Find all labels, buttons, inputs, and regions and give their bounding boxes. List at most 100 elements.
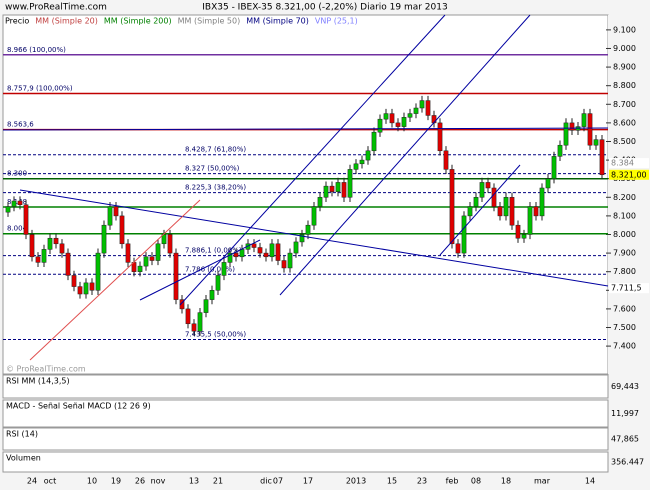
candle-body <box>125 243 131 263</box>
candle-body <box>263 252 269 258</box>
x-tick-label: nov <box>151 477 166 486</box>
indicator-panel <box>2 399 609 428</box>
y-tick-label: 9.000 <box>613 44 636 53</box>
level-label: 8.225,3 (38,20%) <box>185 184 246 192</box>
candle-body <box>335 182 341 192</box>
candle-body <box>257 247 263 254</box>
candle-body <box>527 206 533 235</box>
y-tick-label: 7.600 <box>613 304 636 313</box>
y-tick-label: 8.700 <box>613 100 636 109</box>
candle-body <box>347 169 353 198</box>
candle-body <box>425 100 431 116</box>
candle-body <box>443 150 449 170</box>
legend-entry: MM (Simple 20) <box>35 17 98 26</box>
candle-body <box>341 182 347 198</box>
indicator-panel <box>2 427 609 451</box>
candle-body <box>53 237 59 245</box>
y-tick-label: 8.600 <box>613 118 636 127</box>
price-tag: 8.384 <box>611 159 634 168</box>
candle-body <box>563 122 569 146</box>
candle-body <box>299 234 305 243</box>
candle-body <box>119 215 125 245</box>
candle-body <box>359 159 365 165</box>
candle-body <box>371 131 377 152</box>
candle-body <box>323 185 329 198</box>
price-tag: 8.321,00 <box>611 170 647 179</box>
candle-body <box>179 299 185 310</box>
candle-body <box>521 234 527 239</box>
candle-body <box>269 243 275 258</box>
panel-name: MACD - Señal Señal MACD (12 26 9) <box>6 402 151 411</box>
y-tick-label: 8.200 <box>613 193 636 202</box>
candle-body <box>305 224 311 235</box>
level-label: 8.004 <box>7 225 28 233</box>
y-tick-label: 8.100 <box>613 211 636 220</box>
candle-body <box>155 243 161 261</box>
candle-body <box>71 275 77 287</box>
x-tick-label: 18 <box>501 477 511 486</box>
candle-body <box>455 243 461 254</box>
indicator-panel <box>2 451 609 473</box>
x-tick-label: 26 <box>135 477 145 486</box>
candle-body <box>599 139 605 176</box>
trendlines <box>2 14 609 361</box>
candle-body <box>467 206 473 217</box>
candle-body <box>449 169 455 245</box>
candle-body <box>377 118 383 133</box>
candle-body <box>581 113 587 127</box>
indicator-panel <box>2 374 609 399</box>
level-label: 8.428,7 (61,80%) <box>185 146 246 154</box>
level-label: 8.966 (100,00%) <box>7 46 66 54</box>
candle-body <box>551 156 557 179</box>
candle-body <box>47 237 53 250</box>
candle-body <box>65 252 71 276</box>
candle-body <box>209 290 215 300</box>
legend-entry: MM (Simple 70) <box>246 17 309 26</box>
level-label: 7.886,1 (0,00%) <box>185 247 242 255</box>
candle-body <box>281 260 287 269</box>
panel-value: 356.447 <box>611 458 644 467</box>
candle-body <box>101 224 107 254</box>
candle-body <box>83 282 89 295</box>
candle-body <box>89 282 95 291</box>
candle-body <box>461 215 467 254</box>
candle-body <box>41 249 47 263</box>
candle-body <box>287 252 293 269</box>
panel-name: RSI (14) <box>6 430 38 439</box>
candle-body <box>407 113 413 118</box>
candle-body <box>515 224 521 239</box>
candle-body <box>29 234 35 258</box>
level-label: 7.786 (0,00%) <box>185 265 235 273</box>
candle-body <box>365 150 371 161</box>
panel-name: RSI MM (14,3,5) <box>6 377 70 386</box>
price-tag: 7.711,5 <box>611 284 642 293</box>
x-tick-label: 21 <box>213 477 223 486</box>
candle-body <box>437 122 443 152</box>
candle-body <box>353 163 359 170</box>
candle-body <box>227 252 233 263</box>
candle-body <box>485 182 491 189</box>
candle-body <box>167 234 173 254</box>
chart-title: IBX35 - IBEX-35 8.321,00 (-2,20%) Diario… <box>202 3 447 13</box>
y-tick-label: 7.800 <box>613 267 636 276</box>
panel-name: Volumen <box>6 454 41 463</box>
x-tick-label: 2013 <box>346 477 366 486</box>
legend-entry: Precio <box>5 17 29 26</box>
candle-body <box>191 323 197 332</box>
y-tick-label: 8.500 <box>613 137 636 146</box>
candle-body <box>107 206 113 226</box>
level-label: 8.148 <box>7 198 27 206</box>
legend-entry: MM (Simple 200) <box>104 17 172 26</box>
candle-body <box>395 122 401 127</box>
candle-body <box>539 187 545 217</box>
legend-entry: MM (Simple 50) <box>178 17 241 26</box>
panel-value: 69,443 <box>611 382 639 391</box>
x-tick-label: mar <box>534 477 551 486</box>
candle-body <box>413 107 419 114</box>
candle-body <box>329 185 335 192</box>
candle-body <box>593 139 599 146</box>
y-tick-label: 8.900 <box>613 63 636 72</box>
candle-body <box>5 206 11 213</box>
candle-body <box>533 206 539 217</box>
y-tick-label: 7.400 <box>613 342 636 351</box>
